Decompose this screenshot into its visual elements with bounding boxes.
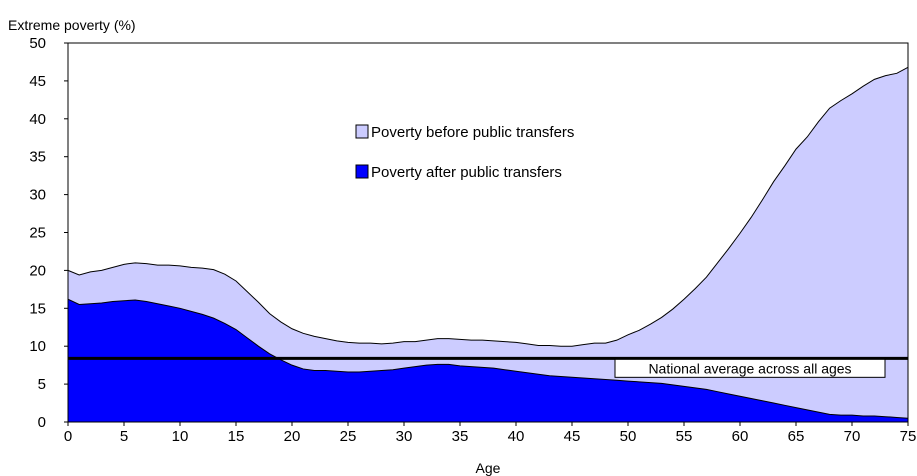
x-tick-label: 65 xyxy=(788,428,805,445)
area-outline-2 xyxy=(67,298,909,419)
y-axis: 0 5 10 15 20 25 30 35 40 45 50 xyxy=(29,35,68,431)
y-tick-label: 20 xyxy=(29,262,46,279)
x-tick-label: 40 xyxy=(508,428,525,445)
legend-label-1: Poverty before public transfers xyxy=(371,124,574,141)
y-tick-label: 50 xyxy=(29,35,46,52)
y-tick-label: 45 xyxy=(29,73,46,90)
x-tick-label: 45 xyxy=(564,428,581,445)
legend-swatch-1 xyxy=(355,124,369,139)
national-average-label-box xyxy=(614,358,886,378)
y-tick-label: 5 xyxy=(38,376,46,393)
x-tick-label: 55 xyxy=(676,428,693,445)
plot-area: National average across all ages xyxy=(67,42,909,423)
legend-label-2: Poverty after public transfers xyxy=(371,164,562,181)
x-axis-title: Age xyxy=(476,460,501,476)
x-tick-label: 0 xyxy=(64,428,72,445)
x-tick-label: 15 xyxy=(228,428,245,445)
area-outline-1 xyxy=(67,66,909,347)
area-series-2 xyxy=(68,299,908,422)
y-tick-label: 0 xyxy=(38,414,46,431)
y-axis-title: Extreme poverty (%) xyxy=(8,17,136,33)
x-tick-label: 20 xyxy=(284,428,301,445)
y-tick-label: 25 xyxy=(29,225,46,242)
x-tick-label: 35 xyxy=(452,428,469,445)
x-tick-label: 50 xyxy=(620,428,637,445)
area-series-group xyxy=(67,66,909,422)
x-tick-label: 30 xyxy=(396,428,413,445)
x-tick-label: 70 xyxy=(844,428,861,445)
legend-swatch-2 xyxy=(355,164,369,179)
y-tick-label: 30 xyxy=(29,187,46,204)
x-tick-label: 5 xyxy=(120,428,128,445)
x-tick-label: 75 xyxy=(900,428,917,445)
national-average-label: National average across all ages xyxy=(648,360,851,376)
area-series-1 xyxy=(68,67,908,422)
y-tick-label: 35 xyxy=(29,149,46,166)
x-axis: 0 5 10 15 20 25 30 35 40 45 50 55 60 65 70 75 xyxy=(64,422,917,445)
x-tick-label: 25 xyxy=(340,428,357,445)
legend: Poverty before public transfers Poverty a… xyxy=(355,124,574,181)
x-tick-label: 60 xyxy=(732,428,749,445)
y-tick-label: 40 xyxy=(29,111,46,128)
y-tick-label: 10 xyxy=(29,338,46,355)
y-tick-label: 15 xyxy=(29,300,46,317)
x-tick-label: 10 xyxy=(172,428,189,445)
